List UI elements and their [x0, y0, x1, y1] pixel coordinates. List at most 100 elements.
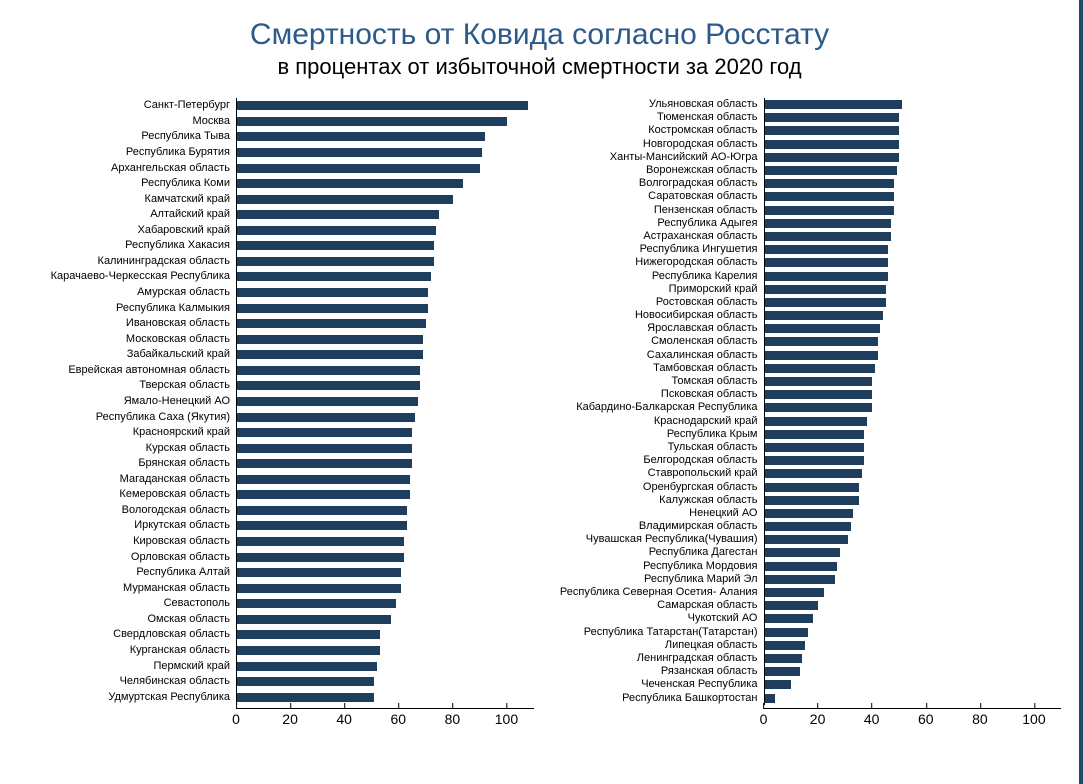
category-label: Кировская область [6, 536, 236, 547]
bar-row [765, 139, 1062, 149]
bar [237, 646, 380, 655]
bar [765, 390, 873, 399]
category-label: Иркутская область [6, 520, 236, 531]
bar [237, 506, 407, 515]
category-label: Омская область [6, 614, 236, 625]
bar-row [765, 377, 1062, 387]
bar [765, 179, 894, 188]
bar-row [765, 508, 1062, 518]
bar-row [237, 381, 534, 391]
category-label: Липецкая область [534, 640, 764, 651]
category-label: Алтайский край [6, 209, 236, 220]
category-label: Камчатский край [6, 194, 236, 205]
bar-row [237, 428, 534, 438]
x-tick: 20 [282, 711, 298, 727]
category-label: Забайкальский край [6, 349, 236, 360]
bar-row [237, 412, 534, 422]
category-label: Ивановская область [6, 318, 236, 329]
category-label: Республика Калмыкия [6, 303, 236, 314]
bar-row [237, 101, 534, 111]
category-label: Амурская область [6, 287, 236, 298]
category-label: Ненецкий АО [534, 508, 764, 519]
bar [765, 285, 886, 294]
bar [237, 132, 485, 141]
category-label: Оренбургская область [534, 482, 764, 493]
category-label: Республика Коми [6, 178, 236, 189]
bar-row [765, 548, 1062, 558]
bar [765, 258, 889, 267]
category-label: Кабардино-Балкарская Республика [534, 402, 764, 413]
bar-row [237, 272, 534, 282]
bar [765, 562, 838, 571]
category-label: Республика Дагестан [534, 547, 764, 558]
category-label: Ярославская область [534, 323, 764, 334]
right-y-labels: Ульяновская областьТюменская областьКост… [534, 98, 764, 705]
bar [237, 288, 428, 297]
bar [765, 351, 878, 360]
bar-row [765, 126, 1062, 136]
category-label: Республика Саха (Якутия) [6, 412, 236, 423]
bar [765, 245, 889, 254]
bar-row [765, 574, 1062, 584]
bar [237, 413, 415, 422]
bar-row [765, 166, 1062, 176]
category-label: Ставропольский край [534, 468, 764, 479]
bar [765, 153, 900, 162]
category-label: Псковская область [534, 389, 764, 400]
bar-row [765, 258, 1062, 268]
bar-row [765, 588, 1062, 598]
bar [765, 337, 878, 346]
bar-row [765, 561, 1062, 571]
category-label: Пензенская область [534, 205, 764, 216]
bar [237, 553, 404, 562]
category-label: Владимирская область [534, 521, 764, 532]
bar [765, 430, 865, 439]
bar-row [237, 459, 534, 469]
bar [765, 311, 884, 320]
bar [765, 192, 894, 201]
bar-row [237, 319, 534, 329]
category-label: Калининградская область [6, 256, 236, 267]
bar-row [765, 100, 1062, 110]
bar [237, 677, 374, 686]
bar [765, 219, 892, 228]
bar-row [765, 152, 1062, 162]
category-label: Тульская область [534, 442, 764, 453]
bar [765, 496, 859, 505]
category-label: Архангельская область [6, 163, 236, 174]
bar [237, 630, 380, 639]
bar-row [765, 469, 1062, 479]
category-label: Приморский край [534, 284, 764, 295]
bar [765, 377, 873, 386]
bar-row [237, 163, 534, 173]
x-tick: 60 [918, 711, 934, 727]
bar-row [765, 627, 1062, 637]
category-label: Самарская область [534, 600, 764, 611]
bar-row [765, 522, 1062, 532]
bar-row [237, 645, 534, 655]
bar [237, 195, 453, 204]
x-tick: 80 [445, 711, 461, 727]
bar [765, 126, 900, 135]
bar [237, 304, 428, 313]
bar-row [765, 350, 1062, 360]
category-label: Астраханская область [534, 231, 764, 242]
bar-row [237, 303, 534, 313]
bar-row [237, 443, 534, 453]
x-tick: 20 [810, 711, 826, 727]
bar [765, 298, 886, 307]
x-tick: 40 [864, 711, 880, 727]
bar-row [237, 599, 534, 609]
category-label: Чукотский АО [534, 613, 764, 624]
bar [765, 535, 849, 544]
bar [765, 628, 808, 637]
left-x-ticks: 020406080100 [236, 711, 534, 731]
category-label: Волгоградская область [534, 178, 764, 189]
x-tick: 40 [336, 711, 352, 727]
bar [237, 662, 377, 671]
bar-row [765, 680, 1062, 690]
category-label: Костромская область [534, 125, 764, 136]
category-label: Саратовская область [534, 191, 764, 202]
category-label: Пермский край [6, 661, 236, 672]
right-bars [764, 98, 1062, 705]
